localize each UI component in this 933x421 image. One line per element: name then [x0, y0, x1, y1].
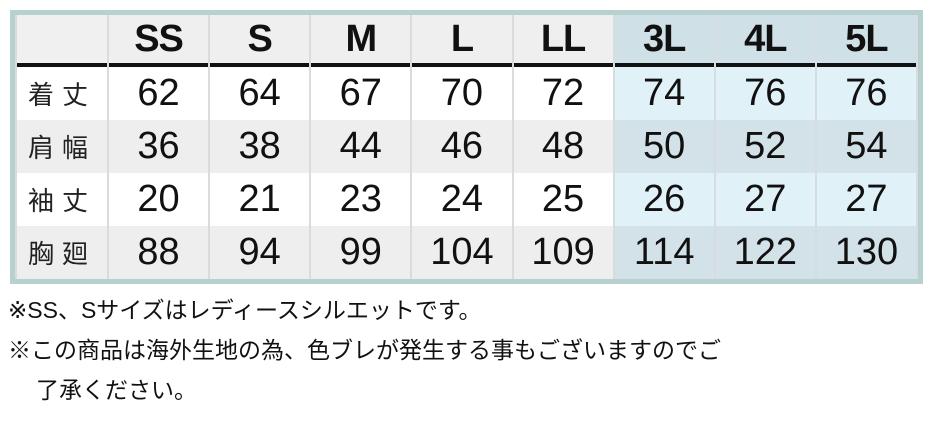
table-cell: 21 — [210, 173, 310, 226]
table-cell: 88 — [109, 226, 209, 279]
note-1: ※SS、Sサイズはレディースシルエットです。 — [8, 297, 482, 323]
table-cell: 27 — [816, 173, 916, 226]
row-label: 肩幅 — [17, 120, 107, 173]
table-cell: 70 — [412, 67, 512, 120]
table-cell: 114 — [614, 226, 714, 279]
table-cell: 76 — [816, 67, 916, 120]
header-size: M — [311, 15, 411, 67]
table-cell: 104 — [412, 226, 512, 279]
table-cell: 72 — [513, 67, 613, 120]
size-table-frame: SS S M L LL 3L 4L 5L 着丈 62 64 67 70 72 74 76 76 肩幅 36 38 44… — [10, 10, 923, 284]
row-label: 袖丈 — [17, 173, 107, 226]
table-row: 胸廻 88 94 99 104 109 114 122 130 — [17, 226, 916, 279]
table-cell: 130 — [816, 226, 916, 279]
row-label: 胸廻 — [17, 226, 107, 279]
note-2: ※この商品は海外生地の為、色ブレが発生する事もございますのでご — [8, 337, 721, 363]
header-size: 5L — [816, 15, 916, 67]
table-cell: 20 — [109, 173, 209, 226]
table-cell: 122 — [715, 226, 815, 279]
table-cell: 109 — [513, 226, 613, 279]
header-corner — [17, 15, 107, 67]
header-size: LL — [513, 15, 613, 67]
table-cell: 25 — [513, 173, 613, 226]
table-cell: 44 — [311, 120, 411, 173]
table-cell: 23 — [311, 173, 411, 226]
table-cell: 52 — [715, 120, 815, 173]
table-cell: 46 — [412, 120, 512, 173]
table-cell: 27 — [715, 173, 815, 226]
table-row: 肩幅 36 38 44 46 48 50 52 54 — [17, 120, 916, 173]
table-cell: 99 — [311, 226, 411, 279]
table-cell: 54 — [816, 120, 916, 173]
header-size: S — [210, 15, 310, 67]
table-row: 袖丈 20 21 23 24 25 26 27 27 — [17, 173, 916, 226]
table-row: 着丈 62 64 67 70 72 74 76 76 — [17, 67, 916, 120]
note-2-cont: 了承ください。 — [36, 377, 197, 403]
table-cell: 74 — [614, 67, 714, 120]
table-cell: 76 — [715, 67, 815, 120]
table-cell: 36 — [109, 120, 209, 173]
header-size: SS — [109, 15, 209, 67]
table-cell: 26 — [614, 173, 714, 226]
table-cell: 48 — [513, 120, 613, 173]
header-row: SS S M L LL 3L 4L 5L — [17, 15, 916, 67]
size-table: SS S M L LL 3L 4L 5L 着丈 62 64 67 70 72 74 76 76 肩幅 36 38 44… — [15, 15, 918, 279]
table-cell: 94 — [210, 226, 310, 279]
header-size: L — [412, 15, 512, 67]
header-size: 3L — [614, 15, 714, 67]
table-cell: 62 — [109, 67, 209, 120]
header-size: 4L — [715, 15, 815, 67]
table-cell: 38 — [210, 120, 310, 173]
notes: ※SS、Sサイズはレディースシルエットです。 ※この商品は海外生地の為、色ブレが… — [8, 290, 721, 410]
row-label: 着丈 — [17, 67, 107, 120]
table-cell: 67 — [311, 67, 411, 120]
table-cell: 64 — [210, 67, 310, 120]
table-cell: 24 — [412, 173, 512, 226]
table-cell: 50 — [614, 120, 714, 173]
